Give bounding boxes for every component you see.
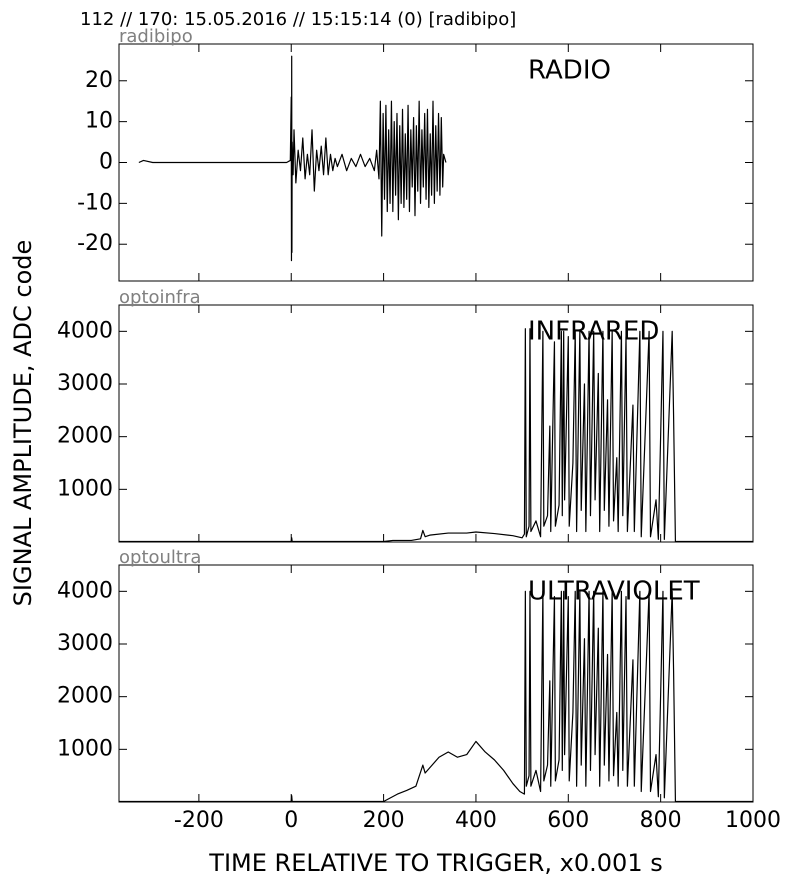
panel-label: radibipo [119, 26, 193, 47]
y-tick-label: 1000 [57, 476, 113, 501]
y-tick-label: -10 [77, 190, 113, 215]
x-tick-label: 0 [284, 808, 298, 833]
figure-title: 112 // 170: 15.05.2016 // 15:15:14 (0) [… [80, 9, 516, 30]
signal-line [138, 55, 447, 262]
y-tick-label: 3000 [57, 371, 113, 396]
y-tick-label: 4000 [57, 578, 113, 603]
y-tick-label: -20 [77, 231, 113, 256]
y-tick-label: 3000 [57, 631, 113, 656]
x-tick-label: -200 [174, 808, 224, 833]
y-tick-label: 4000 [57, 318, 113, 343]
x-tick-label: 600 [547, 808, 589, 833]
signal-line [119, 590, 753, 803]
y-tick-label: 2000 [57, 684, 113, 709]
x-tick-label: 1000 [725, 808, 781, 833]
y-tick-label: 2000 [57, 424, 113, 449]
x-axis-label: TIME RELATIVE TO TRIGGER, x0.001 s [208, 849, 662, 877]
plot-frame [118, 304, 754, 543]
x-tick-label: 400 [455, 808, 497, 833]
x-tick-label: 800 [640, 808, 682, 833]
x-tick-label: 200 [363, 808, 405, 833]
panel-title: RADIO [528, 56, 611, 86]
y-axis-label: SIGNAL AMPLITUDE, ADC code [9, 240, 37, 607]
y-tick-label: 20 [85, 68, 113, 93]
signal-line [119, 328, 753, 543]
plot-frame [118, 564, 754, 803]
y-tick-label: 1000 [57, 736, 113, 761]
y-tick-label: 0 [99, 150, 113, 175]
panel-label: optoinfra [119, 287, 201, 308]
y-tick-label: 10 [85, 109, 113, 134]
panel-label: optoultra [119, 547, 201, 568]
panel-title: ULTRAVIOLET [528, 577, 700, 607]
